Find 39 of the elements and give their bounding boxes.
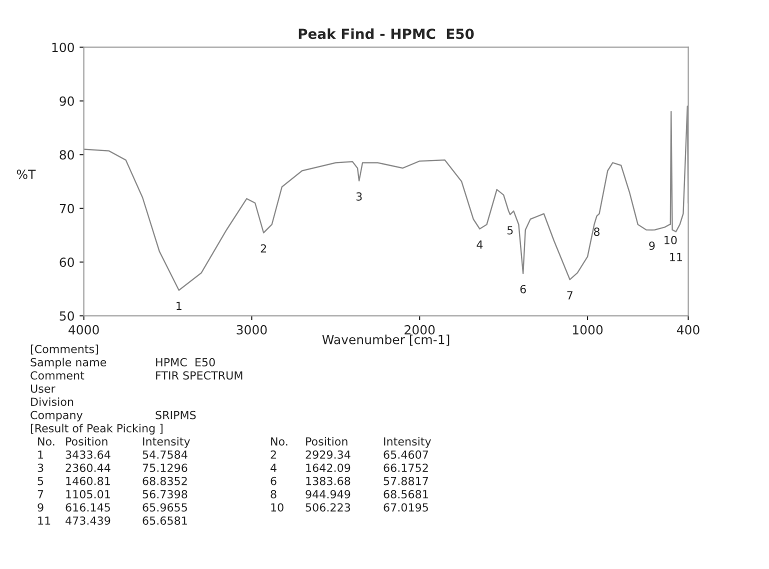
x-tick-label: 3000 — [236, 325, 267, 334]
text: Company SRIPMS — [30, 410, 196, 422]
text: 1 3433.64 54.7584 2 2929.34 65.4607 — [38, 450, 428, 459]
text: No. Position Intensity No. Position Intensity — [38, 437, 432, 448]
annotation: 1 — [176, 302, 182, 310]
y-tick-label: 80 — [60, 150, 74, 160]
x-tick-label: 400 — [676, 325, 700, 334]
y-tick-label: 100 — [52, 42, 74, 52]
x-tick-label: 4000 — [68, 325, 99, 334]
chart-title: Peak Find - HPMC E50 — [298, 28, 474, 40]
annotation: 9 — [649, 242, 655, 250]
text: 3 2360.44 75.1296 4 1642.09 66.1752 — [38, 464, 428, 472]
annotation: 8 — [594, 228, 600, 236]
annotation: 5 — [507, 226, 513, 235]
annotation: 6 — [520, 284, 526, 294]
annotation: 11 — [670, 253, 682, 262]
x-tick-label: 2000 — [404, 325, 435, 334]
text: [Result of Peak Picking ] — [30, 424, 163, 435]
text: 5 1460.81 68.8352 6 1383.68 57.8817 — [38, 476, 428, 486]
annotation: 10 — [664, 236, 677, 244]
text: Comment FTIR SPECTRUM — [30, 371, 242, 380]
text: User — [30, 384, 56, 393]
y-tick-label: 60 — [60, 258, 74, 268]
text: 7 1105.01 56.7398 8 944.949 68.5681 — [38, 490, 428, 498]
text: [Comments] — [30, 344, 98, 355]
y-tick-label: 70 — [60, 204, 74, 214]
y-axis-title: %T — [16, 170, 36, 180]
annotation: 2 — [260, 244, 266, 252]
y-tick-label: 90 — [60, 96, 74, 106]
y-tick-label: 50 — [60, 311, 74, 321]
text: Sample name HPMC E50 — [30, 358, 215, 369]
text: 9 616.145 65.9655 10 506.223 67.0195 — [38, 503, 428, 512]
x-tick-label: 1000 — [572, 325, 603, 334]
annotation: 7 — [567, 291, 572, 300]
text: Division — [31, 397, 74, 406]
text: 11 473.439 65.6581 — [38, 516, 187, 525]
x-axis-title: Wavenumber [cm-1] — [322, 334, 450, 346]
annotation: 4 — [476, 240, 483, 249]
annotation: 3 — [356, 192, 362, 201]
